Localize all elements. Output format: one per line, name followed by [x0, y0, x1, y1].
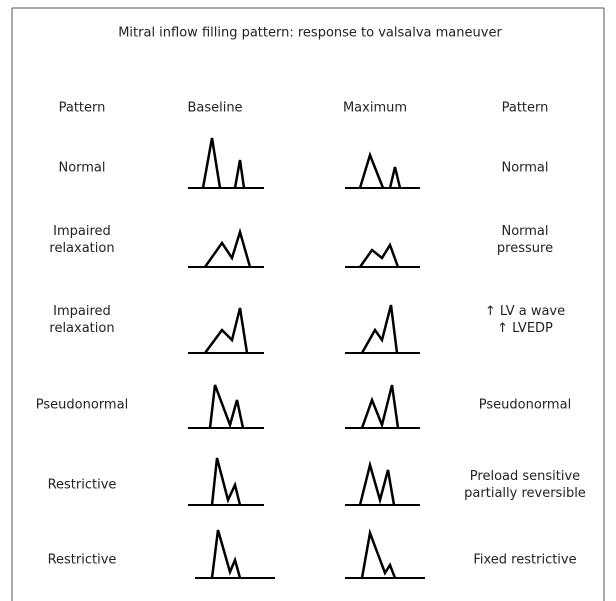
header: Pattern	[59, 101, 106, 116]
title: Mitral inflow filling pattern: response …	[118, 26, 502, 41]
right-label: pressure	[497, 241, 553, 256]
right-label: Normal	[501, 224, 548, 239]
left-label: Impaired	[53, 224, 111, 239]
header: Pattern	[502, 101, 549, 116]
waveforms	[188, 137, 425, 579]
left-label: Impaired	[53, 304, 111, 319]
right-label: partially reversible	[464, 486, 586, 501]
right-label: Normal	[501, 161, 548, 176]
left-label: relaxation	[49, 321, 114, 336]
left-label: Restrictive	[48, 553, 117, 568]
left-label: Pseudonormal	[36, 398, 128, 413]
right-label: Pseudonormal	[479, 398, 571, 413]
header: Maximum	[343, 101, 407, 116]
left-label: Normal	[58, 161, 105, 176]
right-label: ↑ LV a wave	[485, 304, 565, 319]
left-label: Restrictive	[48, 478, 117, 493]
header: Baseline	[187, 101, 242, 116]
frame	[11, 7, 605, 601]
right-label: ↑ LVEDP	[497, 321, 553, 336]
left-label: relaxation	[49, 241, 114, 256]
right-label: Preload sensitive	[470, 469, 580, 484]
right-label: Fixed restrictive	[473, 553, 576, 568]
